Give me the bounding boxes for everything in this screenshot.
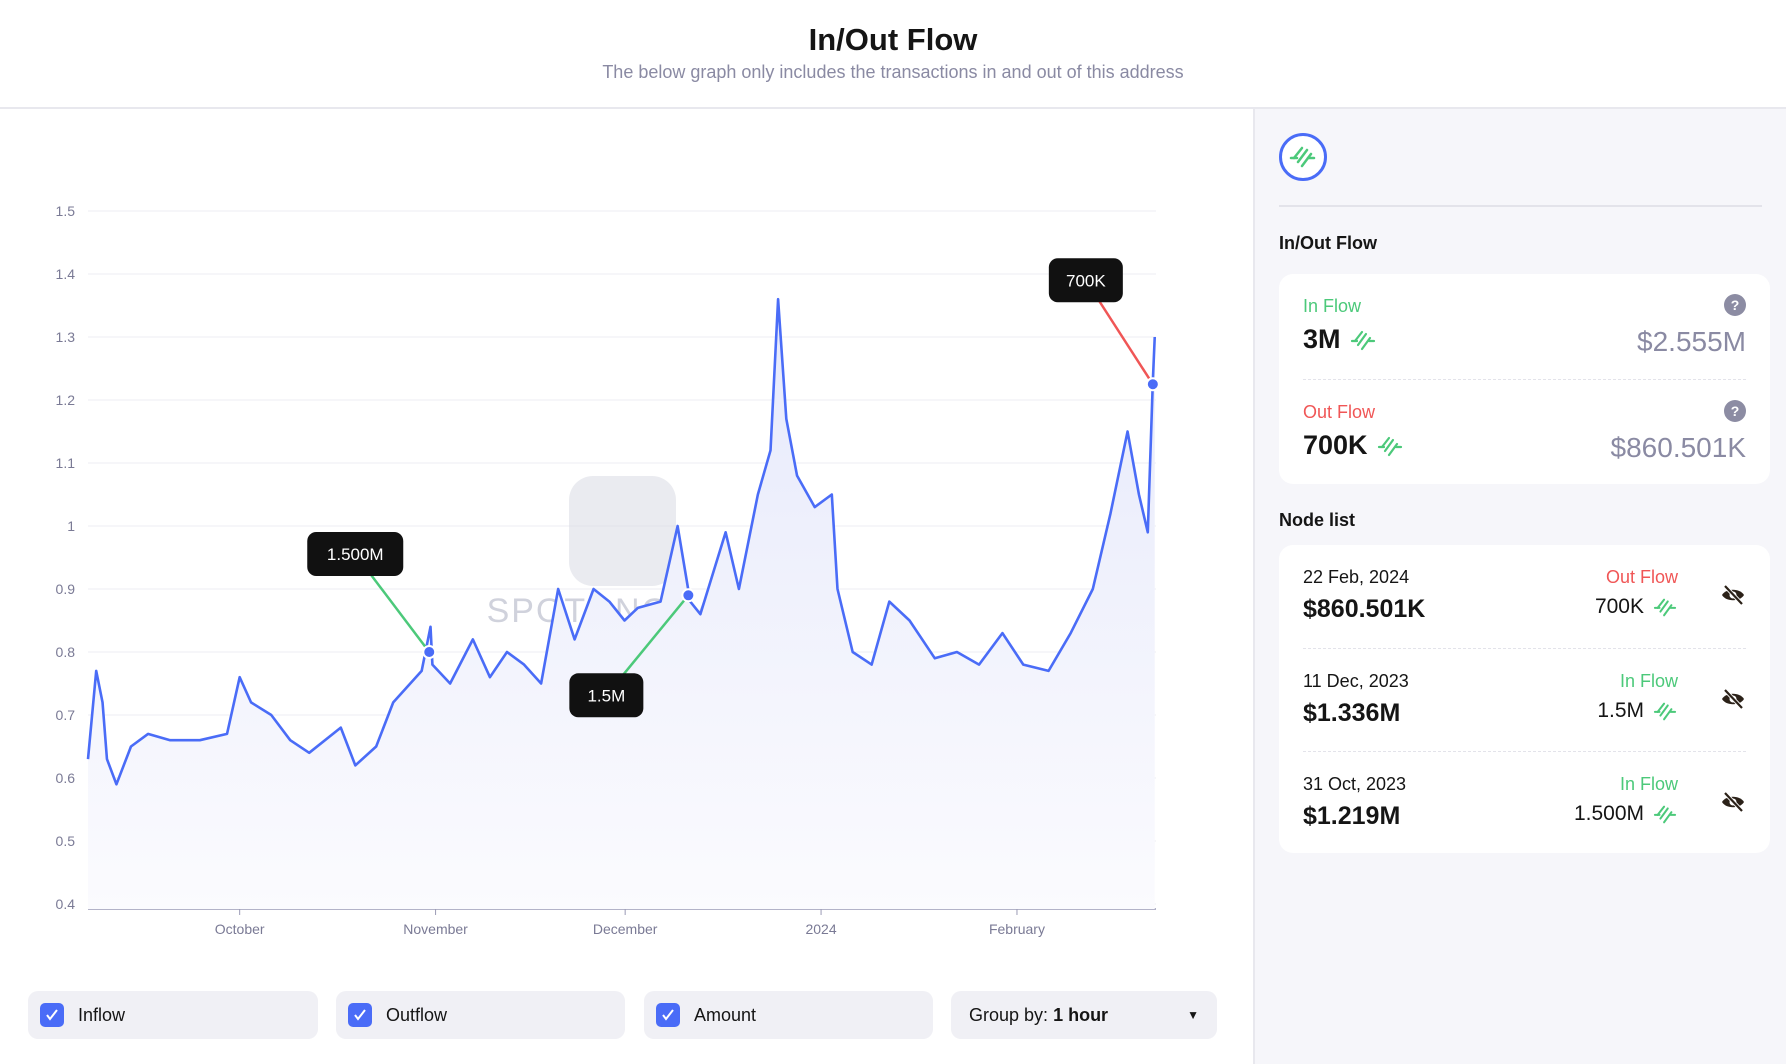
amount-checkbox[interactable]: Amount	[644, 991, 933, 1039]
y-tick-label: 0.4	[56, 896, 76, 912]
amount-label: Amount	[694, 1004, 757, 1025]
x-tick-label: December	[593, 921, 658, 937]
outflow-label: Outflow	[386, 1004, 448, 1025]
token-icon	[1653, 702, 1677, 721]
chart-area: 1.5 1.4 1.3 1.2 1.1 1 0.9 0.8 0.7 0.6 0.5 0.4 Octobe…	[0, 109, 1253, 1064]
out-flow-usd: $860.501K	[1610, 432, 1746, 463]
side-panel: In/Out Flow In Flow ? 3M $2.555M Out Flo…	[1253, 109, 1786, 1064]
token-icon	[1653, 805, 1677, 824]
node-amount: 1.5M	[1597, 699, 1678, 723]
annotation-box	[307, 532, 404, 576]
annotation-label: 700K	[1066, 271, 1106, 290]
inflow-label: Inflow	[78, 1004, 126, 1025]
in-flow-row: In Flow ? 3M $2.555M	[1303, 274, 1746, 379]
price-line	[86, 297, 1157, 786]
node-item[interactable]: 22 Feb, 2024 $860.501K Out Flow 700K	[1303, 545, 1746, 648]
annotation-label: 1.500M	[327, 545, 384, 564]
node-type: Out Flow	[1605, 567, 1678, 587]
token-icon	[1350, 330, 1375, 350]
y-tick-label: 1.5	[56, 203, 76, 219]
in-flow-amount: 3M	[1303, 324, 1377, 355]
token-icon	[1653, 598, 1677, 617]
node-list-title: Node list	[1279, 510, 1356, 530]
in-flow-label: In Flow	[1303, 296, 1362, 316]
out-flow-row: Out Flow ? 700K $860.501K	[1303, 379, 1746, 484]
node-list: 22 Feb, 2024 $860.501K Out Flow 700K 11 …	[1279, 545, 1770, 853]
in-flow-usd: $2.555M	[1637, 326, 1746, 357]
y-tick-label: 0.5	[56, 833, 76, 849]
out-flow-amount: 700K	[1303, 430, 1404, 461]
out-flow-label: Out Flow	[1303, 402, 1376, 422]
group-by-label: Group by:	[969, 1004, 1049, 1025]
group-by-value: 1 hour	[1053, 1004, 1109, 1025]
node-type: In Flow	[1619, 671, 1678, 691]
help-icon[interactable]: ?	[1724, 400, 1746, 422]
annotation-marker	[1145, 377, 1160, 392]
node-amount: 700K	[1595, 595, 1678, 619]
eye-off-icon[interactable]	[1720, 687, 1746, 711]
node-usd: $860.501K	[1303, 595, 1426, 623]
node-type: In Flow	[1619, 774, 1678, 794]
checkbox-checked-icon	[656, 1003, 680, 1027]
help-icon[interactable]: ?	[1724, 294, 1746, 316]
annotation-marker	[422, 645, 437, 659]
x-tick-label: October	[215, 921, 265, 937]
caret-down-icon: ▼	[1187, 1008, 1199, 1022]
eye-off-icon[interactable]	[1720, 790, 1746, 814]
node-date: 22 Feb, 2024	[1303, 567, 1410, 587]
inflow-checkbox[interactable]: Inflow	[28, 991, 318, 1039]
area-fill	[88, 299, 1155, 909]
y-tick-label: 1.2	[56, 392, 76, 408]
node-date: 31 Oct, 2023	[1303, 774, 1407, 794]
checkbox-checked-icon	[348, 1003, 372, 1027]
y-tick-label: 0.9	[56, 581, 76, 597]
checkbox-checked-icon	[40, 1003, 64, 1027]
group-by-select[interactable]: Group by: 1 hour ▼	[951, 991, 1217, 1039]
token-icon	[1377, 436, 1402, 456]
y-tick-label: 0.6	[56, 770, 76, 786]
annotation-box	[569, 673, 644, 718]
node-amount-value: 700K	[1594, 595, 1644, 618]
out-flow-amount-value: 700K	[1303, 430, 1368, 460]
y-tick-label: 1.1	[56, 455, 76, 471]
y-tick-label: 0.7	[56, 707, 76, 723]
node-usd: $1.219M	[1303, 802, 1401, 830]
divider	[1279, 205, 1762, 207]
node-item[interactable]: 11 Dec, 2023 $1.336M In Flow 1.5M	[1303, 648, 1746, 751]
node-date: 11 Dec, 2023	[1303, 671, 1409, 691]
node-amount-value: 1.5M	[1597, 699, 1644, 722]
annotation-marker	[681, 588, 696, 603]
page-title: In/Out Flow	[808, 22, 978, 57]
node-amount: 1.500M	[1574, 802, 1678, 826]
node-item[interactable]: 31 Oct, 2023 $1.219M In Flow 1.500M	[1303, 751, 1746, 854]
watermark-logo	[569, 476, 676, 586]
annotation-box	[1048, 258, 1123, 303]
flow-section-title: In/Out Flow	[1279, 233, 1377, 253]
x-tick-label: February	[989, 921, 1045, 937]
header: In/Out Flow The below graph only include…	[0, 0, 1786, 109]
y-tick-label: 0.8	[56, 644, 76, 660]
x-tick-label: November	[403, 921, 468, 937]
annotation-label: 1.5M	[587, 686, 625, 705]
y-tick-label: 1	[67, 518, 75, 534]
y-tick-label: 1.4	[56, 266, 76, 282]
node-usd: $1.336M	[1303, 699, 1401, 727]
price-chart[interactable]: 1.5 1.4 1.3 1.2 1.1 1 0.9 0.8 0.7 0.6 0.5 0.4 Octobe…	[0, 109, 1253, 969]
outflow-checkbox[interactable]: Outflow	[336, 991, 625, 1039]
x-tick-label: 2024	[805, 921, 836, 937]
y-tick-label: 1.3	[56, 329, 76, 345]
page-subtitle: The below graph only includes the transa…	[602, 62, 1184, 82]
node-amount-value: 1.500M	[1573, 802, 1644, 825]
flow-summary-card: In Flow ? 3M $2.555M Out Flow ? 700K $86…	[1279, 274, 1770, 484]
eye-off-icon[interactable]	[1720, 583, 1746, 607]
in-flow-amount-value: 3M	[1303, 324, 1341, 354]
token-logo-icon	[1279, 133, 1327, 181]
